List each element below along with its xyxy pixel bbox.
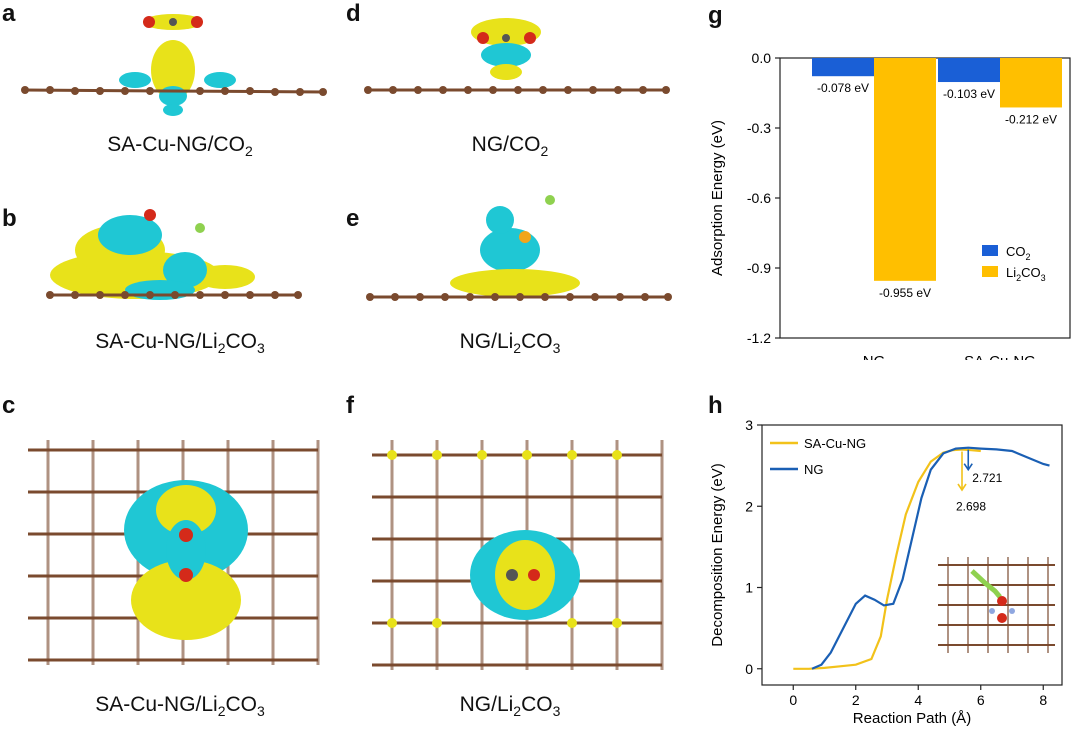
y-tick-label: 0.0 <box>752 50 772 66</box>
panel-d-image <box>364 18 670 94</box>
panel-d-caption: NG/CO2 <box>471 133 549 160</box>
legend-swatch-co2 <box>982 245 998 256</box>
panel-label-e: e <box>346 205 360 232</box>
y-tick-label: 0 <box>745 661 753 677</box>
annotation-label-sa-cu-ng: 2.698 <box>956 499 986 513</box>
panel-e-caption: NG/Li2CO3 <box>459 330 561 357</box>
panel-label-c: c <box>2 392 16 419</box>
panel-label-b: b <box>2 205 17 232</box>
panel-label-g: g <box>708 2 723 29</box>
bar-data-label: -0.955 eV <box>879 286 931 300</box>
panel-c-caption: SA-Cu-NG/Li2CO3 <box>95 693 265 720</box>
panel-a-image <box>21 14 327 116</box>
x-category-label: SA-Cu-NG <box>964 353 1036 360</box>
panel-f-caption: NG/Li2CO3 <box>459 693 561 720</box>
panel-b-caption: SA-Cu-NG/Li2CO3 <box>95 330 265 357</box>
x-tick-label: 2 <box>852 692 860 708</box>
x-tick-label: 8 <box>1039 692 1047 708</box>
y-tick-label: -0.6 <box>747 190 771 206</box>
annotation-arrowhead-ng <box>963 463 973 472</box>
annotation-arrowhead-sa-cu-ng <box>957 483 967 492</box>
legend-label-ng: NG <box>804 462 824 477</box>
y-tick-label: -1.2 <box>747 330 771 346</box>
legend: CO2 Li2CO3 <box>982 244 1046 283</box>
plot-frame <box>761 424 1063 686</box>
panel-b-image <box>46 209 302 300</box>
bar-data-label: -0.078 eV <box>817 81 869 95</box>
panel-f-image <box>372 440 664 670</box>
panel-label-d: d <box>346 0 361 27</box>
y-axis-label: Adsorption Energy (eV) <box>709 120 726 276</box>
legend-label-sa-cu-ng: SA-Cu-NG <box>804 436 866 451</box>
inset-structure-image <box>938 557 1055 653</box>
bar <box>938 58 1000 83</box>
y-tick-label: -0.3 <box>747 120 771 136</box>
x-tick-label: 6 <box>977 692 985 708</box>
legend-label-co2: CO2 <box>1006 244 1031 262</box>
x-tick-label: 0 <box>789 692 797 708</box>
y-tick-label: 1 <box>745 580 753 596</box>
x-axis-label: Reaction Path (Å) <box>853 710 971 727</box>
y-axis-label: Decomposition Energy (eV) <box>709 463 726 646</box>
y-tick-label: 2 <box>745 498 753 514</box>
panel-e-image <box>366 195 672 301</box>
series-line-sa-cu-ng <box>793 448 981 670</box>
y-tick-label: 3 <box>745 417 753 433</box>
panel-label-a: a <box>2 0 16 27</box>
bar <box>812 58 874 77</box>
panel-label-f: f <box>346 392 354 419</box>
legend-swatch-li2co3 <box>982 266 998 277</box>
adsorption-energy-chart: 0.0 -0.3 -0.6 -0.9 -1.2 -0.078 eV -0.955 eV -0… <box>709 50 1071 360</box>
bar <box>874 58 936 281</box>
legend-label-li2co3: Li2CO3 <box>1006 265 1046 283</box>
x-tick-label: 4 <box>914 692 922 708</box>
x-category-label: NG <box>863 353 886 360</box>
panel-label-h: h <box>708 392 723 419</box>
bar-data-label: -0.103 eV <box>943 87 995 101</box>
bar-data-label: -0.212 eV <box>1005 112 1057 126</box>
y-tick-label: -0.9 <box>747 260 771 276</box>
panel-a-caption: SA-Cu-NG/CO2 <box>107 133 253 160</box>
annotation-label-ng: 2.721 <box>972 471 1002 485</box>
panel-c-image <box>28 440 320 665</box>
series-line-ng <box>811 446 1050 670</box>
bar <box>1000 58 1062 108</box>
legend: SA-Cu-NG NG <box>770 436 866 477</box>
